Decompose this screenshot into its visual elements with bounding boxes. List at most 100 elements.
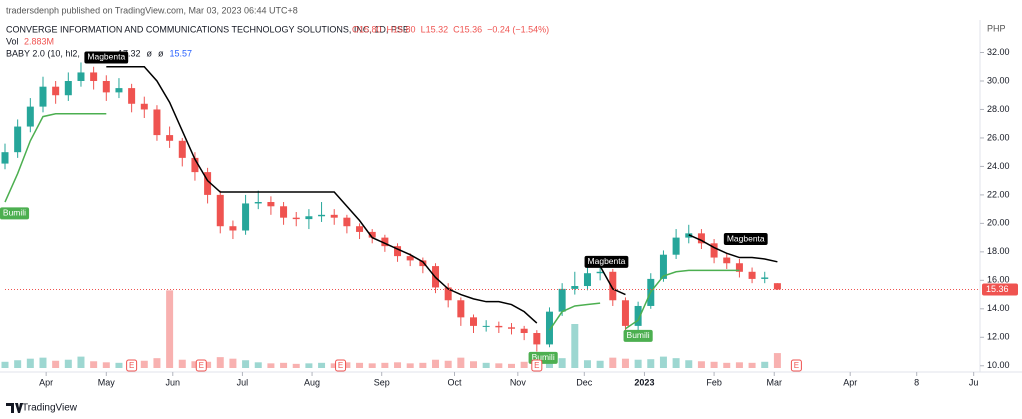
- candle-body: [254, 202, 262, 204]
- publisher: tradersdenph published on TradingView.co…: [6, 5, 298, 15]
- candle-body: [596, 271, 604, 274]
- volume-bar: [356, 362, 364, 368]
- signal-label: Bumili: [532, 352, 555, 362]
- candle-body: [128, 88, 136, 104]
- event-label: E: [199, 361, 204, 370]
- brand: TradingView: [22, 403, 78, 414]
- y-tick-label: 10.00: [987, 360, 1010, 370]
- candle-body: [140, 103, 148, 110]
- event-label: E: [534, 361, 539, 370]
- volume-bar: [343, 362, 351, 368]
- candle-body: [292, 217, 300, 220]
- volume-bar: [659, 356, 667, 368]
- volume-bar: [444, 360, 452, 368]
- candle-body: [77, 72, 85, 81]
- ohlc-value: H15.80: [387, 24, 416, 34]
- volume-bar: [1, 361, 9, 368]
- candle-body: [368, 231, 376, 238]
- volume-bar: [495, 363, 503, 368]
- candle-body: [356, 226, 364, 232]
- volume-bar: [64, 359, 72, 368]
- candle-body: [558, 288, 566, 312]
- volume-bar: [204, 361, 212, 368]
- event-marker: [126, 359, 138, 372]
- signal-box: [84, 51, 129, 64]
- volume-bar: [153, 358, 161, 368]
- volume-bar: [318, 362, 326, 368]
- event-marker: [790, 359, 802, 372]
- volume-bar: [14, 360, 22, 368]
- brand-logo: [6, 403, 23, 413]
- candle-body: [495, 325, 503, 328]
- volume-bar: [520, 361, 528, 368]
- volume-value: 2.883M: [24, 36, 54, 46]
- volume-bar: [697, 361, 705, 368]
- currency: PHP: [987, 23, 1006, 33]
- support-line: [4, 112, 107, 203]
- x-tick-label: Feb: [706, 377, 722, 387]
- support-line: [548, 302, 601, 331]
- candle-body: [723, 257, 731, 264]
- candle-body: [64, 80, 72, 96]
- x-tick-label: 8: [914, 377, 919, 387]
- candle-body: [191, 157, 199, 173]
- volume-bar: [558, 358, 566, 368]
- volume-bar: [368, 363, 376, 368]
- candle-body: [343, 217, 351, 227]
- ohlc-value: C15.36: [453, 24, 482, 34]
- x-tick-label: Sep: [374, 377, 390, 387]
- volume-bar: [761, 361, 769, 368]
- volume-bar: [748, 362, 756, 368]
- volume-bar: [596, 360, 604, 368]
- candle-body: [229, 226, 237, 231]
- signal-label: Magbenta: [588, 256, 626, 266]
- signal-label: Magbenta: [727, 233, 765, 243]
- event-label: E: [129, 361, 134, 370]
- signal-box: [623, 329, 653, 342]
- volume-bar: [102, 362, 110, 368]
- candle-body: [710, 243, 718, 258]
- candle-body: [697, 233, 705, 244]
- support-line: [625, 269, 740, 330]
- x-tick-label: 2023: [634, 377, 654, 387]
- volume-bar: [482, 362, 490, 368]
- event-label: E: [338, 361, 343, 370]
- indicator-name: BABY 2.0 (10, hl2,: [6, 48, 80, 58]
- volume-bar: [330, 363, 338, 368]
- last-price-box: [982, 283, 1018, 296]
- y-tick-label: 14.00: [987, 303, 1010, 313]
- candle-body: [1, 152, 9, 164]
- candle-body: [507, 327, 515, 329]
- candle-body: [583, 273, 591, 287]
- x-tick-label: Jun: [166, 377, 181, 387]
- volume-bar: [457, 357, 465, 368]
- candle-body: [153, 109, 161, 136]
- stop-line: [688, 234, 778, 263]
- volume-bar: [140, 360, 148, 368]
- volume-bar: [394, 362, 402, 368]
- volume-bar: [267, 363, 275, 368]
- signal-label: Bumili: [3, 208, 26, 218]
- x-tick-label: Nov: [510, 377, 527, 387]
- candle-body: [318, 214, 326, 217]
- volume-bar: [773, 353, 781, 368]
- y-tick-label: 20.00: [987, 218, 1010, 228]
- x-tick-label: May: [98, 377, 116, 387]
- volume-bar: [242, 360, 250, 368]
- event-marker: [335, 359, 347, 372]
- event-label: E: [794, 361, 799, 370]
- symbol: CONVERGE INFORMATION AND COMMUNICATIONS …: [6, 24, 409, 34]
- volume-bar: [672, 358, 680, 368]
- volume-bar: [406, 363, 414, 368]
- candle-body: [659, 254, 667, 279]
- candle-body: [545, 311, 553, 345]
- candle-body: [520, 328, 528, 334]
- volume-bar: [609, 357, 617, 368]
- candle-body: [102, 80, 110, 93]
- ohlc-value: O15.80: [352, 24, 382, 34]
- volume-bar: [280, 362, 288, 368]
- y-tick-label: 18.00: [987, 246, 1010, 256]
- candle-body: [748, 271, 756, 279]
